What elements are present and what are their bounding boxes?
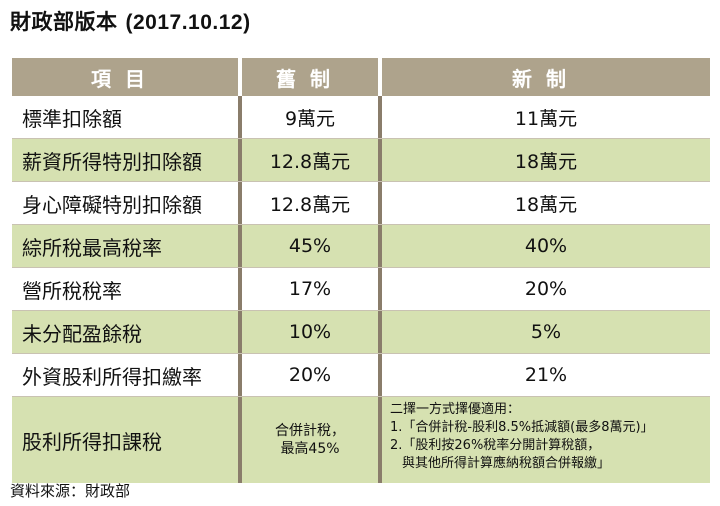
row-old: 45% xyxy=(238,225,378,267)
row-new-note: 二擇一方式擇優適用： 1.「合併計稅-股利8.5%抵減額(最多8萬元)」 2.「… xyxy=(378,397,710,483)
source-note: 資料來源：財政部 xyxy=(10,482,131,500)
table-row: 薪資所得特別扣除額 12.8萬元 18萬元 xyxy=(12,139,710,182)
new-note-line: 1.「合併計稅-股利8.5%抵減額(最多8萬元)」 xyxy=(390,420,654,435)
row-old: 12.8萬元 xyxy=(238,182,378,224)
row-item: 股利所得扣課稅 xyxy=(12,397,238,483)
header-old: 舊制 xyxy=(238,58,378,96)
row-old: 9萬元 xyxy=(238,96,378,138)
page-title: 財政部版本 (2017.10.12) xyxy=(10,6,251,36)
table-row: 綜所稅最高稅率 45% 40% xyxy=(12,225,710,268)
row-old: 20% xyxy=(238,354,378,396)
table-row: 營所稅稅率 17% 20% xyxy=(12,268,710,311)
row-old: 17% xyxy=(238,268,378,310)
new-note-line: 與其他所得計算應納稅額合併報繳」 xyxy=(402,456,611,471)
row-item: 綜所稅最高稅率 xyxy=(12,225,238,267)
table-row-dividend: 股利所得扣課稅 合併計稅， 最高45% 二擇一方式擇優適用： 1.「合併計稅-股… xyxy=(12,397,710,483)
header-item: 項目 xyxy=(12,58,238,96)
row-item: 未分配盈餘稅 xyxy=(12,311,238,353)
row-new: 18萬元 xyxy=(378,182,710,224)
row-item: 營所稅稅率 xyxy=(12,268,238,310)
table-header: 項目 舊制 新制 xyxy=(12,58,710,96)
row-item: 外資股利所得扣繳率 xyxy=(12,354,238,396)
comparison-table: 項目 舊制 新制 標準扣除額 9萬元 11萬元 薪資所得特別扣除額 12.8萬元… xyxy=(12,58,710,483)
new-note-line: 2.「股利按26%稅率分開計算稅額， xyxy=(390,438,601,453)
title-date: (2017.10.12) xyxy=(125,11,251,34)
table-row: 身心障礙特別扣除額 12.8萬元 18萬元 xyxy=(12,182,710,225)
row-item: 身心障礙特別扣除額 xyxy=(12,182,238,224)
table-row: 未分配盈餘稅 10% 5% xyxy=(12,311,710,354)
row-old: 10% xyxy=(238,311,378,353)
row-new: 21% xyxy=(378,354,710,396)
row-new: 20% xyxy=(378,268,710,310)
table-row: 外資股利所得扣繳率 20% 21% xyxy=(12,354,710,397)
new-note-line: 二擇一方式擇優適用： xyxy=(390,402,521,417)
header-new: 新制 xyxy=(378,58,710,96)
old-note-line: 合併計稅， xyxy=(275,423,345,439)
row-new: 40% xyxy=(378,225,710,267)
row-old-note: 合併計稅， 最高45% xyxy=(238,397,378,483)
row-new: 5% xyxy=(378,311,710,353)
old-note-line: 最高45% xyxy=(280,441,340,457)
row-item: 標準扣除額 xyxy=(12,96,238,138)
table-row: 標準扣除額 9萬元 11萬元 xyxy=(12,96,710,139)
row-old: 12.8萬元 xyxy=(238,139,378,181)
title-text: 財政部版本 xyxy=(10,10,118,34)
row-new: 18萬元 xyxy=(378,139,710,181)
row-new: 11萬元 xyxy=(378,96,710,138)
row-item: 薪資所得特別扣除額 xyxy=(12,139,238,181)
